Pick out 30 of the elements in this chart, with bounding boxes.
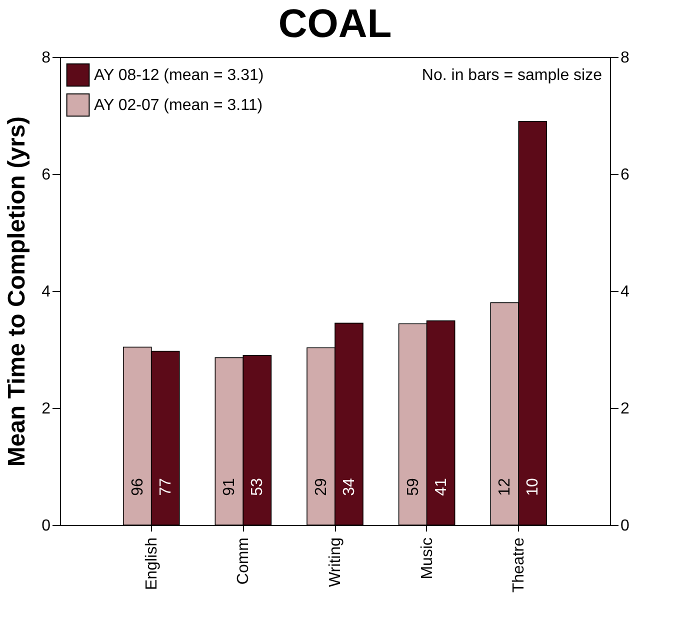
- annotation: 41: [432, 478, 450, 496]
- y-axis-title: Mean Time to Completion (yrs): [4, 116, 31, 467]
- annotation: 59: [404, 478, 422, 496]
- y-tick-label: 6: [42, 166, 51, 184]
- y-tick-label: 0: [42, 518, 51, 534]
- annotation: No. in bars = sample size: [422, 67, 602, 84]
- legend-label: AY 08-12 (mean = 3.31): [94, 67, 264, 84]
- annotation: 12: [496, 478, 514, 496]
- y-tick-label: 4: [42, 284, 51, 300]
- x-tick-label: Writing: [327, 538, 344, 587]
- y2-tick-label: 0: [620, 518, 630, 534]
- y-tick-label: 8: [42, 50, 51, 66]
- x-tick-label: Theatre: [510, 537, 528, 593]
- y2-tick-label: 6: [620, 166, 630, 184]
- y2-tick-label: 4: [620, 284, 630, 300]
- annotation: 96: [129, 478, 146, 496]
- legend-label: AY 02-07 (mean = 3.11): [94, 97, 263, 114]
- y2-tick-label: 8: [620, 50, 630, 66]
- annotation: 34: [341, 478, 358, 496]
- y-tick-label: 2: [42, 400, 51, 418]
- annotation: 77: [157, 478, 174, 496]
- annotation: 10: [524, 478, 542, 496]
- x-tick-label: Comm: [235, 538, 252, 585]
- x-tick-label: Music: [418, 538, 436, 580]
- annotation: 91: [221, 478, 238, 496]
- chart-title: COAL: [278, 2, 392, 46]
- annotation: 53: [249, 478, 266, 496]
- annotation: 29: [312, 478, 330, 496]
- y2-tick-label: 2: [620, 400, 630, 418]
- x-tick-label: English: [143, 538, 160, 590]
